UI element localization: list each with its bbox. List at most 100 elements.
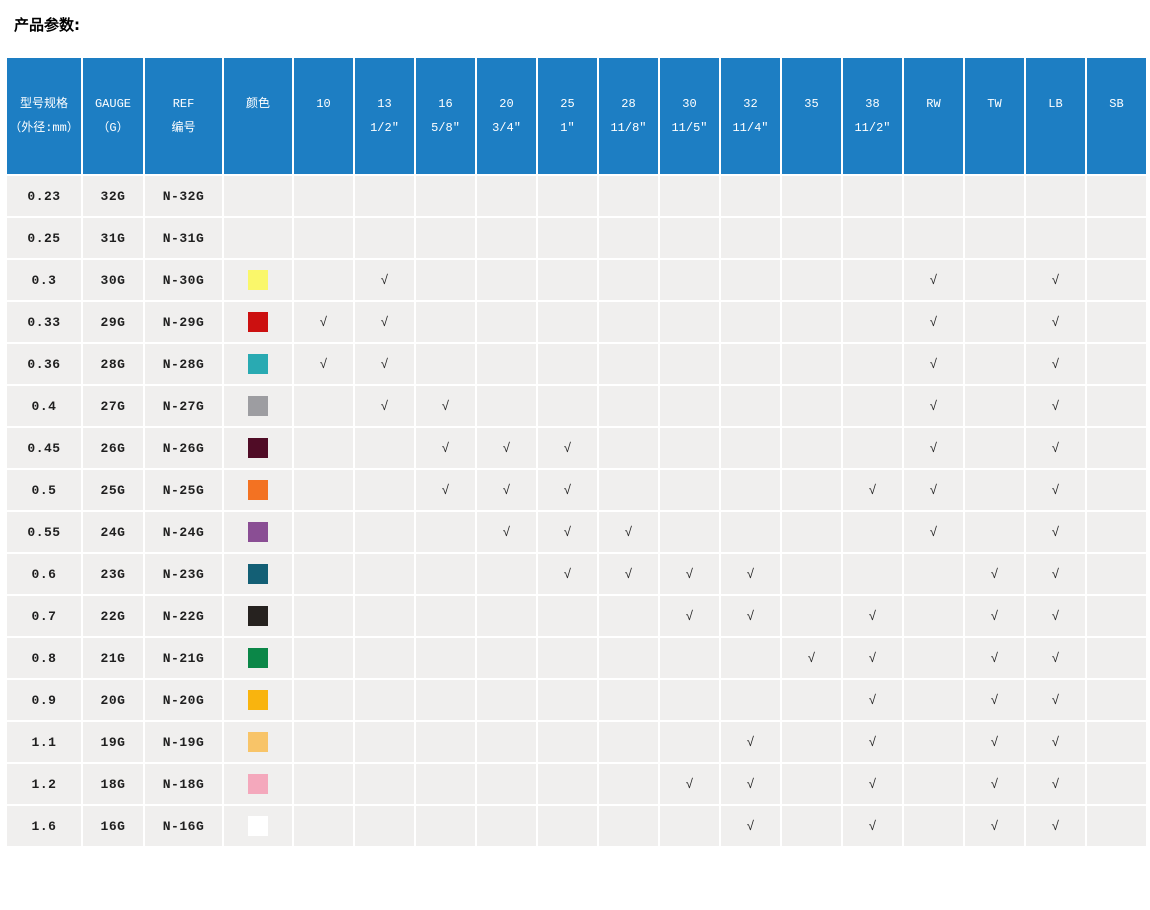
column-header-ref: REF 编号 (143, 56, 224, 176)
cell-check-32 (719, 426, 782, 470)
cell-spec: 0.9 (5, 678, 83, 722)
cell-check-16 (414, 510, 477, 554)
color-swatch (248, 690, 268, 710)
cell-spec: 1.6 (5, 804, 83, 848)
cell-check-10 (292, 636, 355, 680)
cell-check-25 (536, 594, 599, 638)
cell-ref: N-24G (143, 510, 224, 554)
cell-check-35 (780, 678, 843, 722)
column-header-line2: （G） (97, 121, 129, 135)
cell-check-38: √ (841, 762, 904, 806)
cell-check-TW (963, 258, 1026, 302)
column-header-line1: 32 (743, 97, 758, 111)
cell-check-20 (475, 678, 538, 722)
cell-check-TW (963, 342, 1026, 386)
column-header-35: 35 (780, 56, 843, 176)
cell-check-RW (902, 216, 965, 260)
cell-color (222, 216, 294, 260)
cell-check-32 (719, 174, 782, 218)
column-header-line1: 35 (804, 97, 819, 111)
cell-check-28 (597, 762, 660, 806)
column-header-SB: SB (1085, 56, 1148, 176)
cell-color (222, 426, 294, 470)
column-header-line2: 11/5″ (671, 121, 708, 135)
cell-check-30 (658, 636, 721, 680)
cell-check-16: √ (414, 468, 477, 512)
cell-check-20 (475, 720, 538, 764)
column-header-line1: GAUGE (94, 97, 131, 111)
cell-check-35 (780, 720, 843, 764)
cell-check-10 (292, 174, 355, 218)
cell-check-38 (841, 300, 904, 344)
cell-check-25 (536, 174, 599, 218)
color-swatch (248, 312, 268, 332)
color-swatch (248, 438, 268, 458)
cell-check-20 (475, 258, 538, 302)
table-row: 0.25 31G N-31G (5, 216, 1148, 260)
cell-ref: N-16G (143, 804, 224, 848)
column-header-line1: SB (1109, 97, 1124, 111)
column-header-line2 (295, 118, 352, 138)
cell-color (222, 174, 294, 218)
cell-check-38: √ (841, 678, 904, 722)
cell-check-10 (292, 678, 355, 722)
color-swatch (248, 816, 268, 836)
cell-ref: N-31G (143, 216, 224, 260)
cell-check-28 (597, 636, 660, 680)
cell-spec: 0.45 (5, 426, 83, 470)
cell-check-38: √ (841, 468, 904, 512)
column-header-line2 (966, 118, 1023, 138)
table-row: 0.33 29G N-29G √ √ √ √ (5, 300, 1148, 344)
column-header-30: 30 11/5″ (658, 56, 721, 176)
color-swatch (248, 774, 268, 794)
cell-color (222, 594, 294, 638)
cell-color (222, 762, 294, 806)
cell-check-SB (1085, 594, 1148, 638)
cell-check-13 (353, 636, 416, 680)
cell-check-30 (658, 342, 721, 386)
table-row: 0.8 21G N-21G √ √ √ √ (5, 636, 1148, 680)
cell-check-38 (841, 174, 904, 218)
cell-check-LB: √ (1024, 468, 1087, 512)
column-header-20: 20 3/4″ (475, 56, 538, 176)
table-row: 1.1 19G N-19G √ √ √ √ (5, 720, 1148, 764)
column-header-line1: TW (987, 97, 1002, 111)
page-title: 产品参数: (14, 16, 80, 34)
cell-check-25 (536, 762, 599, 806)
column-header-16: 16 5/8″ (414, 56, 477, 176)
cell-check-28 (597, 216, 660, 260)
column-header-line1: LB (1048, 97, 1063, 111)
cell-check-SB (1085, 426, 1148, 470)
cell-check-SB (1085, 678, 1148, 722)
cell-check-13 (353, 804, 416, 848)
cell-gauge: 22G (81, 594, 145, 638)
cell-check-10 (292, 762, 355, 806)
cell-gauge: 26G (81, 426, 145, 470)
column-header-gauge: GAUGE （G） (81, 56, 145, 176)
cell-check-16 (414, 636, 477, 680)
cell-check-16: √ (414, 384, 477, 428)
table-row: 0.3 30G N-30G √ √ √ (5, 258, 1148, 302)
column-header-line2: 11/2″ (854, 121, 891, 135)
cell-check-13 (353, 174, 416, 218)
column-header-25: 25 1″ (536, 56, 599, 176)
cell-check-13 (353, 594, 416, 638)
cell-check-30: √ (658, 552, 721, 596)
cell-color (222, 300, 294, 344)
cell-check-20: √ (475, 510, 538, 554)
cell-check-20 (475, 216, 538, 260)
cell-check-10 (292, 258, 355, 302)
column-header-line2: 1″ (560, 121, 575, 135)
cell-ref: N-25G (143, 468, 224, 512)
cell-check-30: √ (658, 762, 721, 806)
column-header-line1: 10 (316, 97, 331, 111)
cell-check-25 (536, 636, 599, 680)
column-header-line1: 颜色 (245, 97, 270, 111)
column-header-line2 (1088, 118, 1145, 138)
cell-check-25: √ (536, 552, 599, 596)
table-body: 0.23 32G N-32G 0.25 31G N-31G 0.3 30G N-30G √ √ √ 0.… (5, 174, 1148, 848)
cell-color (222, 720, 294, 764)
cell-check-28 (597, 384, 660, 428)
cell-ref: N-23G (143, 552, 224, 596)
cell-check-25 (536, 342, 599, 386)
